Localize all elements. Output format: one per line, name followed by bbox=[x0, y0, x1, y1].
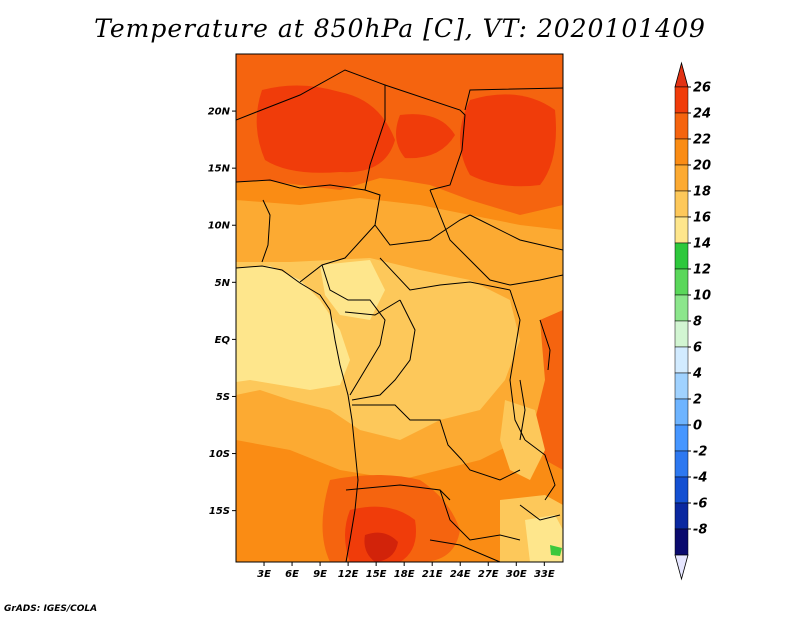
lon-tick-label: 24E bbox=[450, 569, 471, 580]
temp-zone-12-spot bbox=[550, 545, 562, 556]
colorbar-swatch bbox=[674, 268, 689, 296]
colorbar-swatch bbox=[674, 372, 689, 400]
colorbar-tick-label: 18 bbox=[693, 185, 711, 200]
colorbar-tick-label: 6 bbox=[693, 341, 702, 356]
colorbar-tick-label: 26 bbox=[693, 81, 711, 96]
colorbar-swatch bbox=[674, 346, 689, 374]
colorbar-tick-label: 16 bbox=[693, 211, 711, 226]
temp-zone-16-inland bbox=[320, 260, 385, 320]
country-borders bbox=[236, 69, 563, 562]
lon-tick-label: 30E bbox=[506, 569, 527, 580]
map-frame bbox=[235, 53, 564, 563]
colorbar-swatch bbox=[674, 112, 689, 140]
colorbar-swatch bbox=[674, 190, 689, 218]
colorbar-swatch bbox=[674, 450, 689, 478]
colorbar-tick-label: 4 bbox=[692, 367, 702, 382]
colorbar-tick-label: 14 bbox=[693, 237, 711, 252]
lat-tick-label: 5N bbox=[215, 278, 231, 289]
colorbar-tick-label: 22 bbox=[693, 133, 711, 148]
lat-tick-label: 15N bbox=[208, 164, 231, 175]
colorbar-swatch bbox=[674, 398, 689, 426]
colorbar-tick-label: -4 bbox=[693, 471, 707, 486]
temp-zone-26-north-center bbox=[396, 114, 455, 159]
temp-zone-18-east-lakes bbox=[500, 400, 545, 480]
colorbar-swatch bbox=[674, 528, 689, 556]
colorbar-above-triangle bbox=[674, 61, 689, 88]
lon-tick-label: 6E bbox=[285, 569, 299, 580]
lon-tick-label: 9E bbox=[313, 569, 327, 580]
lat-tick-label: 20N bbox=[208, 107, 231, 118]
colorbar-tick-label: 12 bbox=[693, 263, 711, 278]
colorbar-tick-label: -8 bbox=[693, 523, 707, 538]
colorbar-swatch bbox=[674, 138, 689, 166]
lon-tick-label: 12E bbox=[338, 569, 359, 580]
colorbar-swatch bbox=[674, 320, 689, 348]
temp-zone-26-north-west bbox=[256, 85, 395, 173]
colorbar-tick-label: -6 bbox=[693, 497, 707, 512]
colorbar-tick-label: 10 bbox=[693, 289, 711, 304]
lat-tick-label: 10N bbox=[208, 221, 231, 232]
colorbar-tick-label: 2 bbox=[693, 393, 702, 408]
colorbar-swatch bbox=[674, 424, 689, 452]
lon-tick-label: 33E bbox=[534, 569, 555, 580]
temperature-field bbox=[236, 54, 563, 562]
lat-tick-label: 15S bbox=[209, 506, 230, 517]
colorbar-tick-label: 0 bbox=[693, 419, 702, 434]
lon-tick-label: 27E bbox=[478, 569, 499, 580]
temp-zone-24-east bbox=[535, 310, 563, 470]
colorbar-below-triangle bbox=[674, 554, 689, 581]
colorbar-tick-label: 24 bbox=[693, 107, 711, 122]
lat-tick-label: EQ bbox=[215, 335, 231, 346]
grads-credit: GrADS: IGES/COLA bbox=[4, 604, 98, 614]
colorbar-swatch bbox=[674, 216, 689, 244]
temp-zone-28-south bbox=[364, 532, 398, 562]
colorbar-swatch bbox=[674, 476, 689, 504]
lon-tick-label: 21E bbox=[422, 569, 443, 580]
colorbar-tick-label: 20 bbox=[693, 159, 711, 174]
colorbar-tick-label: 8 bbox=[693, 315, 702, 330]
colorbar-swatch bbox=[674, 86, 689, 114]
lon-tick-label: 15E bbox=[366, 569, 387, 580]
colorbar-tick-label: -2 bbox=[693, 445, 707, 460]
map-title: Temperature at 850hPa [C], VT: 202010140… bbox=[94, 14, 706, 43]
colorbar-swatch bbox=[674, 294, 689, 322]
colorbar-swatch bbox=[674, 164, 689, 192]
colorbar-swatch bbox=[674, 242, 689, 270]
temp-zone-26-north-east bbox=[460, 94, 556, 187]
lon-tick-label: 18E bbox=[394, 569, 415, 580]
temp-zone-16-coast bbox=[236, 266, 350, 390]
lat-tick-label: 5S bbox=[216, 392, 230, 403]
axis-ticks: 3E 6E 9E 12E 15E 18E 21E 24E 27E 30E 33E 20N 15N 10N 5… bbox=[208, 107, 555, 580]
lon-tick-label: 3E bbox=[257, 569, 271, 580]
colorbar-swatch bbox=[674, 502, 689, 530]
lat-tick-label: 10S bbox=[209, 449, 230, 460]
